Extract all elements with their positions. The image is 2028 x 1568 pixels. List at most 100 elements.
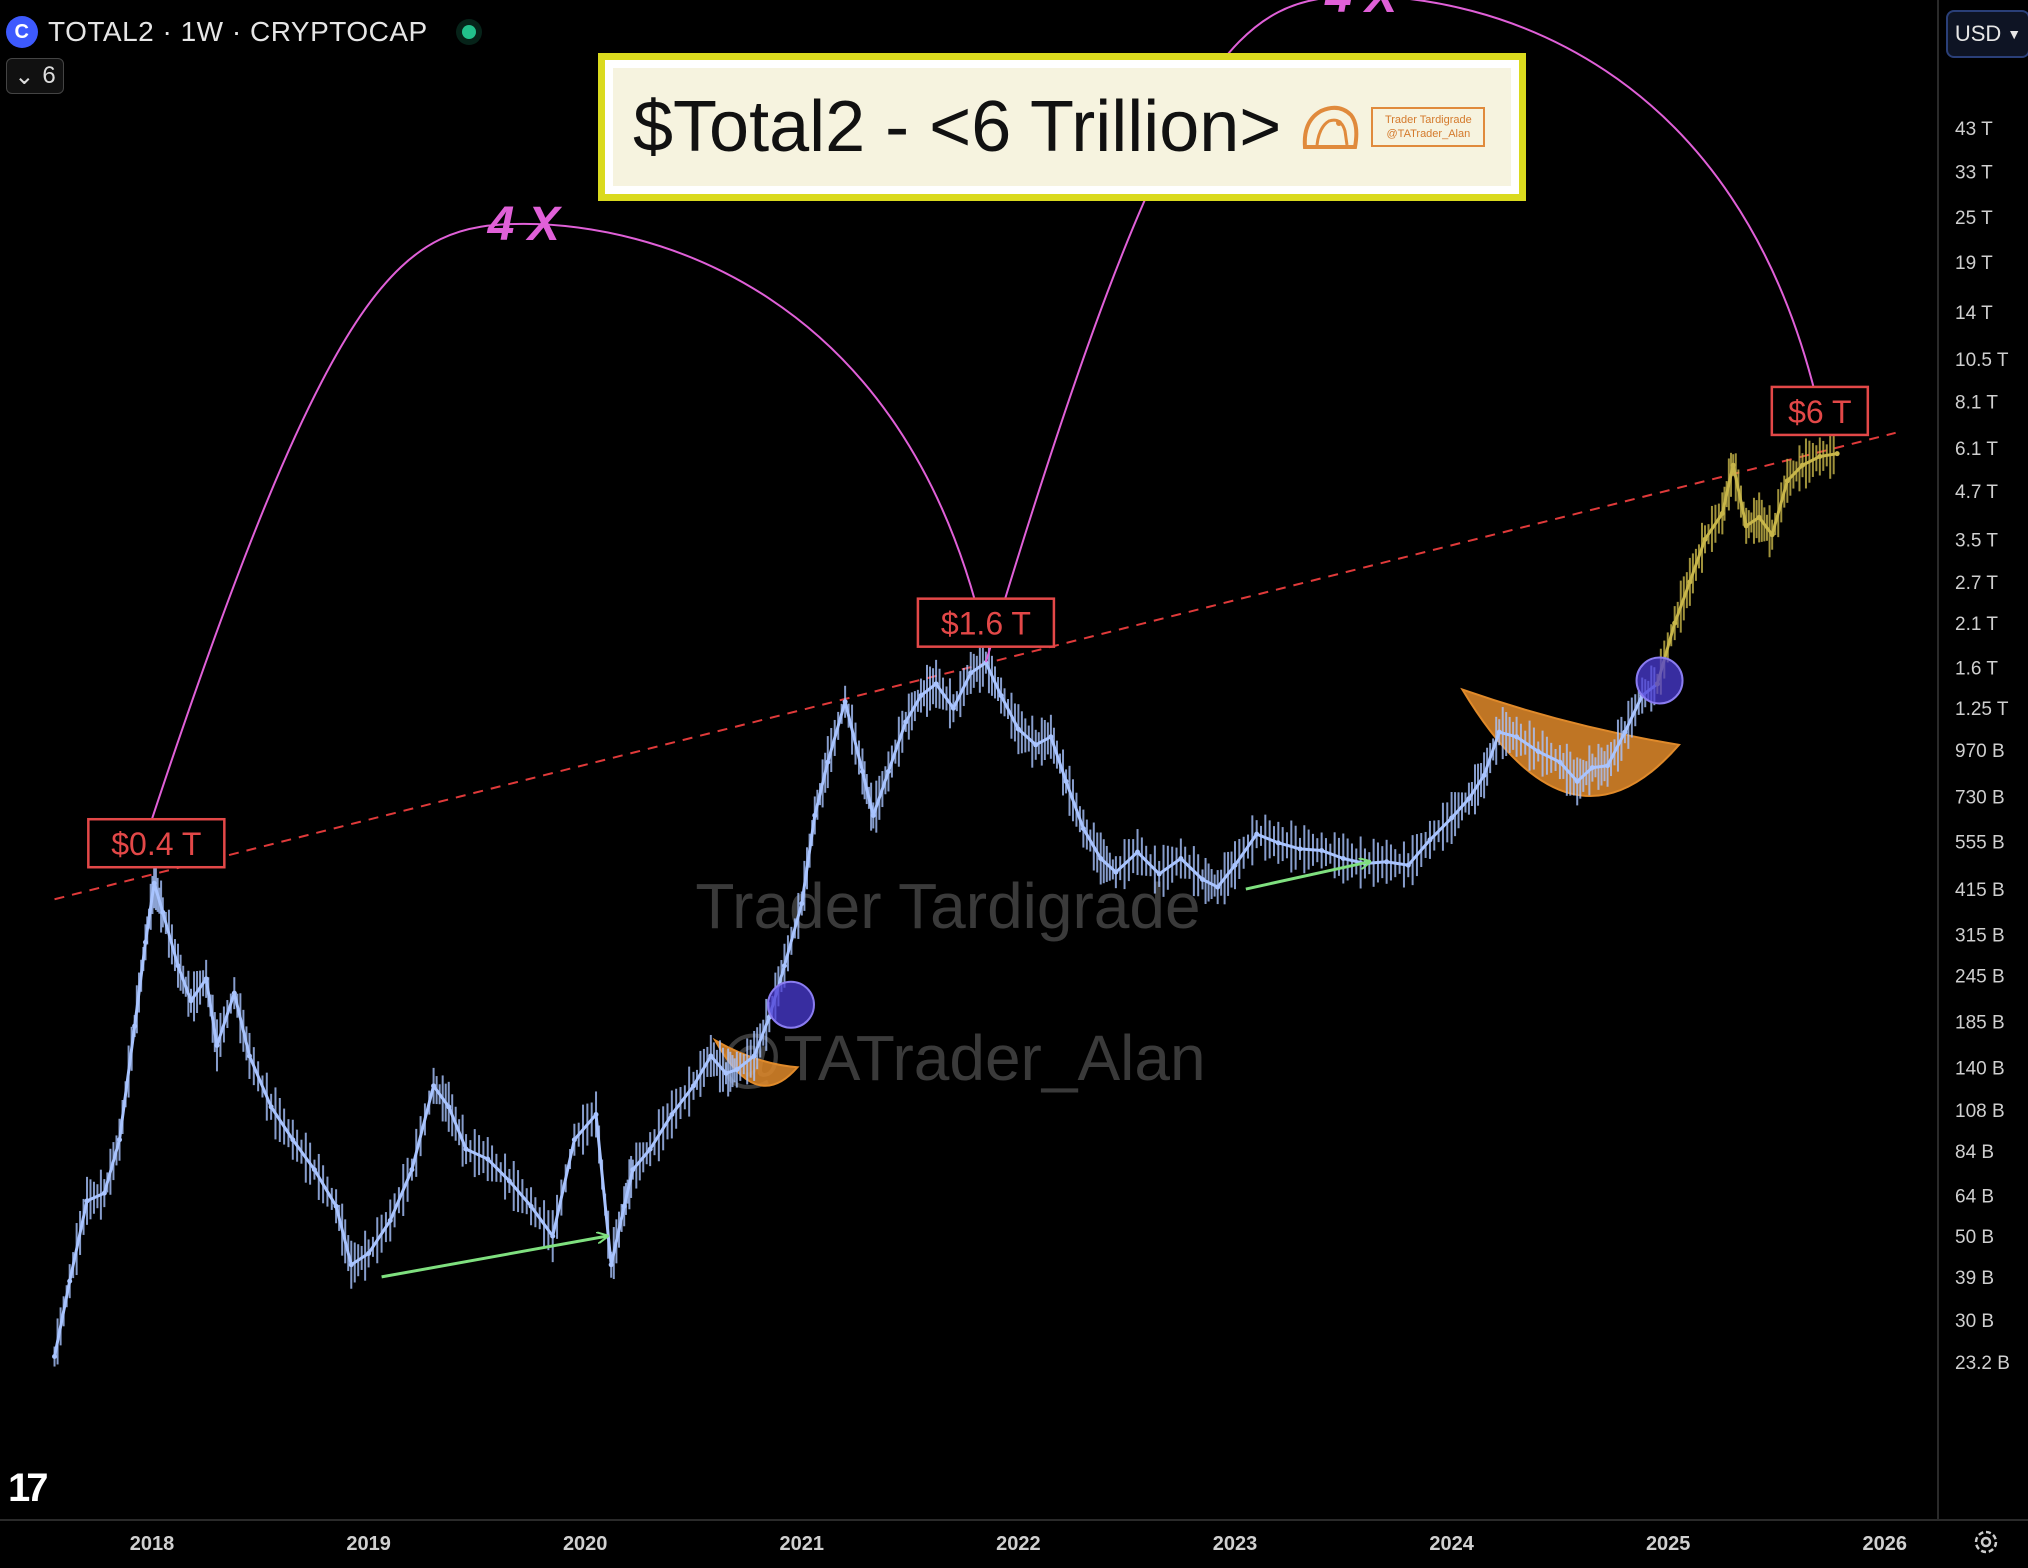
breakout-circle-marker bbox=[1635, 656, 1684, 705]
price-series-point bbox=[734, 1067, 740, 1073]
x-tick-label: 2022 bbox=[996, 1533, 1041, 1555]
price-series-point bbox=[918, 693, 924, 699]
y-tick-label: 555 B bbox=[1955, 832, 2005, 853]
price-series-point bbox=[268, 1104, 274, 1110]
symbol-header[interactable]: C TOTAL2 · 1W · CRYPTOCAP bbox=[6, 12, 476, 52]
price-series-point bbox=[1449, 815, 1455, 821]
x-tick-label: 2023 bbox=[1213, 1533, 1258, 1555]
price-series-point bbox=[1033, 742, 1039, 748]
y-tick-label: 970 B bbox=[1955, 741, 2005, 762]
growth-arc bbox=[144, 222, 986, 839]
price-series-point bbox=[1275, 840, 1281, 846]
projection-series-point bbox=[1730, 462, 1736, 468]
market-status-dot-icon bbox=[461, 25, 476, 39]
price-series-point bbox=[1481, 772, 1487, 778]
price-series-point bbox=[1340, 855, 1346, 861]
price-series-point bbox=[1535, 748, 1541, 754]
tardigrade-mascot-icon bbox=[1303, 105, 1359, 149]
price-series-point bbox=[160, 909, 166, 915]
y-tick-label: 730 B bbox=[1955, 787, 2005, 808]
price-label-box bbox=[1770, 385, 1870, 437]
gear-icon[interactable] bbox=[1972, 1528, 2000, 1556]
divergence-arrow bbox=[1245, 862, 1369, 891]
price-series-point bbox=[608, 1262, 614, 1268]
price-series-point bbox=[550, 1233, 556, 1239]
price-series-point bbox=[214, 1042, 220, 1048]
growth-multiple-label: 4 X bbox=[487, 198, 563, 251]
price-series-point bbox=[311, 1167, 317, 1173]
chart-title: $Total2 - <6 Trillion> bbox=[633, 87, 1282, 167]
chevron-down-icon: ▼ bbox=[2007, 26, 2022, 42]
y-tick-label: 1.6 T bbox=[1955, 659, 1998, 680]
rounded-bottom-pattern bbox=[1460, 687, 1681, 797]
price-label-box bbox=[87, 817, 226, 869]
indicators-toggle-button[interactable]: ⌄ 6 bbox=[6, 58, 64, 94]
price-series-point bbox=[1466, 796, 1472, 802]
projection-series-point bbox=[1702, 536, 1708, 542]
projection-series-point bbox=[1769, 532, 1775, 538]
y-tick-label: 315 B bbox=[1955, 925, 2005, 946]
tradingview-logo-icon[interactable]: 17 bbox=[8, 1466, 48, 1510]
price-series-point bbox=[366, 1250, 372, 1256]
x-tick-label: 2024 bbox=[1429, 1533, 1474, 1555]
projection-series-point bbox=[1799, 462, 1805, 468]
projection-series-point bbox=[1784, 478, 1790, 484]
currency-select[interactable]: USD ▼ bbox=[1946, 10, 2028, 58]
price-label-text: $0.4 T bbox=[111, 826, 201, 862]
currency-label: USD bbox=[1954, 21, 2002, 46]
y-tick-label: 245 B bbox=[1955, 966, 2005, 987]
y-tick-label: 39 B bbox=[1955, 1268, 1994, 1289]
price-series-point bbox=[409, 1167, 415, 1173]
price-series-point bbox=[1622, 729, 1628, 735]
price-series-point bbox=[1405, 862, 1411, 868]
price-series-point bbox=[1178, 855, 1184, 861]
x-tick-label: 2018 bbox=[130, 1533, 175, 1555]
price-label-text: $1.6 T bbox=[941, 606, 1031, 642]
y-tick-label: 30 B bbox=[1955, 1311, 1994, 1332]
price-series-point bbox=[117, 1137, 123, 1143]
y-tick-label: 2.7 T bbox=[1955, 573, 1998, 594]
price-series-point bbox=[825, 759, 831, 765]
price-series-point bbox=[968, 670, 974, 676]
projection-series bbox=[1655, 452, 1838, 685]
price-series-point bbox=[528, 1203, 534, 1209]
y-tick-label: 33 T bbox=[1955, 162, 1993, 183]
price-series-point bbox=[348, 1262, 354, 1268]
price-series-point bbox=[812, 812, 818, 818]
price-label-text: $6 T bbox=[1788, 394, 1851, 430]
brand-line-1: Trader Tardigrade bbox=[1384, 114, 1472, 126]
y-tick-label: 140 B bbox=[1955, 1058, 2005, 1079]
breakout-circle-marker bbox=[766, 980, 815, 1029]
watermark-handle: @TATrader_Alan bbox=[718, 1022, 1205, 1094]
price-series-point bbox=[387, 1218, 393, 1224]
y-tick-label: 6.1 T bbox=[1955, 439, 1998, 460]
price-series-point bbox=[1384, 859, 1390, 865]
price-series-point bbox=[723, 1070, 729, 1076]
price-series-point bbox=[870, 812, 876, 818]
y-tick-label: 19 T bbox=[1955, 253, 1993, 274]
price-series-point bbox=[950, 705, 956, 711]
cryptocap-logo-icon: C bbox=[6, 16, 38, 48]
y-tick-label: 10.5 T bbox=[1955, 350, 2009, 371]
price-series-point bbox=[1048, 734, 1054, 740]
price-series-point bbox=[630, 1167, 636, 1173]
y-tick-label: 4.7 T bbox=[1955, 482, 1998, 503]
price-series-point bbox=[885, 768, 891, 774]
indicator-count: 6 bbox=[42, 62, 56, 89]
chevron-down-icon: ⌄ bbox=[14, 62, 35, 90]
price-series-point bbox=[1605, 763, 1611, 769]
price-series-point bbox=[175, 963, 181, 969]
price-series-point bbox=[593, 1111, 599, 1117]
price-series-point bbox=[1427, 837, 1433, 843]
brand-badge: Trader Tardigrade @TATrader_Alan bbox=[1371, 107, 1486, 147]
y-tick-label: 23.2 B bbox=[1955, 1353, 2010, 1374]
price-series-point bbox=[691, 1083, 696, 1089]
y-tick-label: 1.25 T bbox=[1955, 699, 2009, 720]
price-series-point bbox=[1063, 778, 1069, 784]
price-series-point bbox=[246, 1053, 252, 1059]
price-series-point bbox=[1574, 778, 1580, 784]
price-series-point bbox=[1215, 884, 1221, 890]
y-tick-label: 2.1 T bbox=[1955, 614, 1998, 635]
price-series-point bbox=[151, 880, 157, 886]
